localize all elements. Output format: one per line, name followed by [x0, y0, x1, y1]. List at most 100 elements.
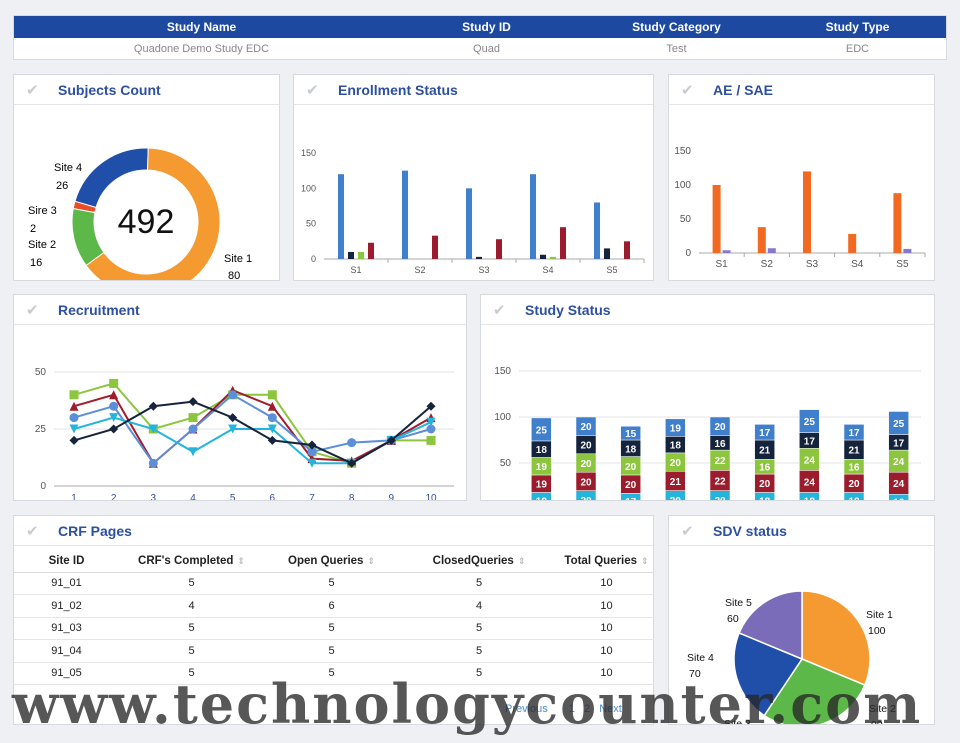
check-icon[interactable]: ✔: [306, 81, 319, 99]
col-crf-completed[interactable]: CRF's Completed ⇕: [119, 550, 264, 573]
study-status-data-label: 24: [893, 457, 905, 468]
subjects-count-header: ✔ Subjects Count: [14, 75, 279, 105]
study-status-data-label: 18: [759, 497, 771, 500]
ae_sae-bar-ae: [712, 185, 721, 253]
study-status-ytick: 100: [494, 412, 511, 423]
recruitment-point-1: [109, 378, 119, 388]
check-icon[interactable]: ✔: [26, 522, 39, 540]
table-cell: 91_04: [14, 639, 119, 663]
donut-slice-1: [85, 147, 221, 297]
crf-pages-title: CRF Pages: [58, 522, 132, 539]
sdv-label-name: Site 2: [869, 703, 896, 715]
table-cell: 5: [119, 617, 264, 640]
study-status-data-label: 20: [580, 496, 592, 500]
check-icon[interactable]: ✔: [26, 81, 39, 99]
study-status-data-label: 16: [893, 498, 905, 500]
crf-pages-panel: ✔ CRF Pages Site ID CRF's Completed ⇕ Ope…: [13, 515, 654, 725]
table-cell: 91_05: [14, 662, 119, 685]
recruitment-point-3: [307, 447, 317, 457]
recruitment-point-1: [69, 390, 79, 400]
recruitment-point-5: [228, 413, 238, 423]
enrollment-xtick-label: S3: [478, 265, 489, 275]
recruitment-point-3: [228, 390, 238, 400]
ae_sae-bar-ae: [803, 171, 811, 253]
enrollment-ytick: 100: [301, 183, 316, 193]
site4-label: Site 4: [54, 162, 82, 174]
study-id-value: Quad: [473, 43, 500, 55]
table-cell: 10: [559, 662, 654, 685]
recruitment-point-5: [426, 401, 436, 411]
donut-slice-2: [71, 208, 105, 267]
enrollment-bar-enrolled: [402, 170, 408, 259]
prev-page-link[interactable]: Previous: [505, 703, 548, 715]
col-site-id[interactable]: Site ID: [14, 550, 119, 573]
crf-table: Site ID CRF's Completed ⇕ Open Queries ⇕ C…: [14, 550, 654, 685]
ae-sae-title: AE / SAE: [713, 81, 773, 98]
recruitment-series-line-3: [73, 393, 432, 465]
study-status-data-label: 17: [848, 428, 860, 439]
recruitment-xtick-label: 7: [309, 493, 315, 500]
sort-icon[interactable]: ⇕: [237, 555, 245, 566]
recruitment-point-3: [69, 413, 79, 423]
site4-value: 26: [56, 180, 68, 192]
subjects-count-panel: ✔ Subjects Count 492 Site 1 80 Site 2 16…: [13, 74, 280, 297]
study-status-data-label: 19: [536, 462, 548, 473]
recruitment-point-2: [69, 401, 79, 411]
study-status-data-label: 17: [625, 497, 637, 500]
recruitment-xtick-label: 2: [111, 493, 117, 500]
table-cell: 91_02: [14, 594, 119, 618]
table-cell: 10: [559, 617, 654, 640]
recruitment-series-line-1: [73, 382, 431, 465]
table-cell: 5: [399, 639, 559, 663]
col-closed-queries[interactable]: ClosedQueries ⇕: [399, 550, 559, 573]
subjects-total: 492: [118, 203, 175, 241]
study-status-data-label: 17: [759, 428, 771, 439]
page-1-link[interactable]: 1: [568, 703, 575, 715]
table-row: 91_04 5 5 5 10: [14, 639, 654, 663]
col-open-queries[interactable]: Open Queries ⇕: [264, 550, 399, 573]
study-category-value: Test: [666, 43, 687, 55]
recruitment-ytick: 0: [40, 481, 46, 492]
study-status-data-label: 20: [848, 479, 860, 490]
next-page-link[interactable]: Next: [599, 703, 622, 715]
enrollment-bar-completed: [432, 235, 438, 259]
study-status-data-label: 24: [804, 477, 816, 488]
check-icon[interactable]: ✔: [681, 522, 694, 540]
page-2-link[interactable]: 2: [584, 703, 591, 715]
enrollment-bar-completed: [560, 227, 566, 259]
sort-icon[interactable]: ⇕: [641, 555, 649, 566]
ae-sae-bar-chart: 050100150S1S2S3S4S5AESAE: [674, 146, 926, 301]
sort-icon[interactable]: ⇕: [367, 555, 375, 566]
recruitment-point-4: [148, 424, 158, 434]
recruitment-xtick-label: 6: [270, 493, 276, 500]
recruitment-ytick: 25: [35, 424, 47, 435]
check-icon[interactable]: ✔: [493, 301, 506, 319]
col-total-queries[interactable]: Total Queries ⇕: [559, 550, 654, 573]
study-status-data-label: 25: [536, 425, 548, 436]
subjects-count-title: Subjects Count: [58, 81, 161, 98]
check-icon[interactable]: ✔: [26, 301, 39, 319]
recruitment-xtick-label: 4: [190, 493, 196, 500]
study-status-data-label: 20: [759, 479, 771, 490]
study-status-data-label: 20: [580, 441, 592, 452]
study-status-data-label: 18: [848, 497, 860, 500]
ae_sae-bar-sae: [767, 248, 776, 253]
recruitment-xtick-label: 5: [230, 493, 236, 500]
table-cell: 10: [559, 639, 654, 663]
sdv-slice-4: [733, 631, 804, 717]
enrollment-xtick-label: S2: [414, 265, 425, 275]
ae_sae-xtick-label: S3: [806, 259, 819, 270]
enrollment-status-header: ✔ Enrollment Status: [294, 75, 653, 105]
study-status-data-label: 18: [536, 445, 548, 456]
enrollment-ytick: 50: [306, 219, 316, 229]
enrollment-bar-excluded: [604, 248, 610, 259]
study-status-stacked-chart: 050100150S41819191825S52020202020S617202…: [494, 366, 921, 526]
site3-value: 2: [30, 223, 36, 235]
recruitment-point-5: [267, 435, 277, 445]
sort-icon[interactable]: ⇕: [517, 555, 526, 566]
table-cell: 91_03: [14, 617, 119, 640]
study-status-data-label: 18: [670, 441, 682, 452]
check-icon[interactable]: ✔: [681, 81, 694, 99]
